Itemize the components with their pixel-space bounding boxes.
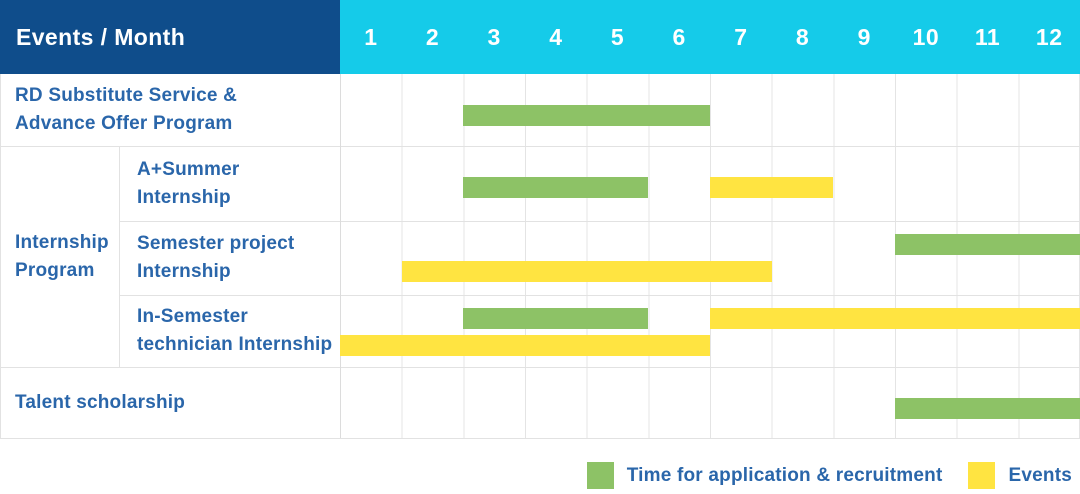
legend-swatch-green bbox=[586, 462, 614, 489]
row-label-line: In-Semester bbox=[137, 306, 248, 327]
row-label-line: Talent scholarship bbox=[15, 391, 186, 413]
legend-label-events: Events bbox=[1008, 464, 1072, 486]
chart-row-talent-scholarship bbox=[340, 367, 1080, 438]
month-header-3: 3 bbox=[487, 23, 501, 50]
table-left-border bbox=[0, 74, 1, 438]
gantt-bar-recruitment bbox=[463, 177, 649, 198]
month-header-11: 11 bbox=[974, 23, 1001, 50]
gantt-bar-event bbox=[710, 308, 1080, 329]
row-label-talent-scholarship: Talent scholarship bbox=[0, 367, 340, 438]
header-events-month-cell: Events / Month bbox=[0, 0, 340, 74]
group-label-line: Program bbox=[15, 259, 95, 281]
row-label-line: Internship bbox=[137, 261, 231, 282]
chart-row-in-semester-technician bbox=[340, 295, 1080, 367]
row-divider bbox=[0, 367, 1080, 368]
month-gridlines bbox=[340, 74, 1080, 438]
month-header-2: 2 bbox=[425, 23, 440, 50]
row-label-rd-substitute: RD Substitute Service & Advance Offer Pr… bbox=[0, 74, 340, 146]
label-column-divider bbox=[340, 74, 341, 438]
gantt-bar-event bbox=[340, 335, 710, 356]
month-header-8: 8 bbox=[795, 23, 810, 50]
group-label-internship-program: Internship Program bbox=[0, 146, 119, 367]
row-label-line: Semester project bbox=[137, 233, 295, 254]
gantt-bar-recruitment bbox=[463, 308, 649, 329]
row-label-line: A+Summer bbox=[137, 158, 240, 180]
month-header-10: 10 bbox=[912, 23, 940, 50]
row-label-line: RD Substitute Service & bbox=[15, 85, 238, 106]
gantt-bar-event bbox=[710, 177, 834, 198]
legend: Time for application & recruitment Event… bbox=[586, 462, 1072, 489]
row-divider bbox=[0, 146, 1080, 147]
gantt-bar-recruitment bbox=[895, 398, 1080, 419]
legend-item-recruitment: Time for application & recruitment bbox=[586, 462, 943, 489]
chart-row-semester-project bbox=[340, 221, 1080, 295]
row-label-line: technician Internship bbox=[137, 334, 333, 355]
row-label-a-plus-summer: A+Summer Internship bbox=[119, 146, 340, 221]
legend-label-recruitment: Time for application & recruitment bbox=[626, 464, 943, 486]
row-label-line: Advance Offer Program bbox=[15, 113, 233, 134]
row-label-line: Internship bbox=[137, 186, 231, 208]
gantt-bar-event bbox=[401, 261, 772, 282]
group-label-line: Internship bbox=[15, 231, 109, 253]
month-header-6: 6 bbox=[672, 23, 686, 50]
row-divider bbox=[119, 295, 1080, 296]
month-header-1: 1 bbox=[364, 23, 378, 50]
legend-item-events: Events bbox=[968, 462, 1072, 489]
header-events-month-label: Events / Month bbox=[16, 23, 186, 50]
month-header-7: 7 bbox=[734, 23, 748, 50]
table-bottom-border bbox=[0, 438, 1080, 439]
group-column-divider bbox=[119, 146, 120, 367]
row-label-semester-project: Semester project Internship bbox=[119, 221, 340, 295]
month-header-5: 5 bbox=[610, 23, 625, 50]
month-header-12: 12 bbox=[1035, 23, 1063, 50]
chart-row-a-plus-summer bbox=[340, 146, 1080, 221]
month-header-row: 1 2 3 4 5 6 7 8 9 10 11 12 bbox=[340, 0, 1080, 74]
month-header-9: 9 bbox=[857, 23, 871, 50]
row-divider bbox=[119, 221, 1080, 222]
gantt-bar-recruitment bbox=[895, 234, 1080, 255]
month-header-4: 4 bbox=[549, 23, 563, 50]
chart-row-rd-substitute bbox=[340, 74, 1080, 146]
gantt-bar-recruitment bbox=[463, 105, 710, 126]
row-label-in-semester-technician: In-Semester technician Internship bbox=[119, 295, 340, 367]
legend-swatch-yellow bbox=[968, 462, 996, 489]
